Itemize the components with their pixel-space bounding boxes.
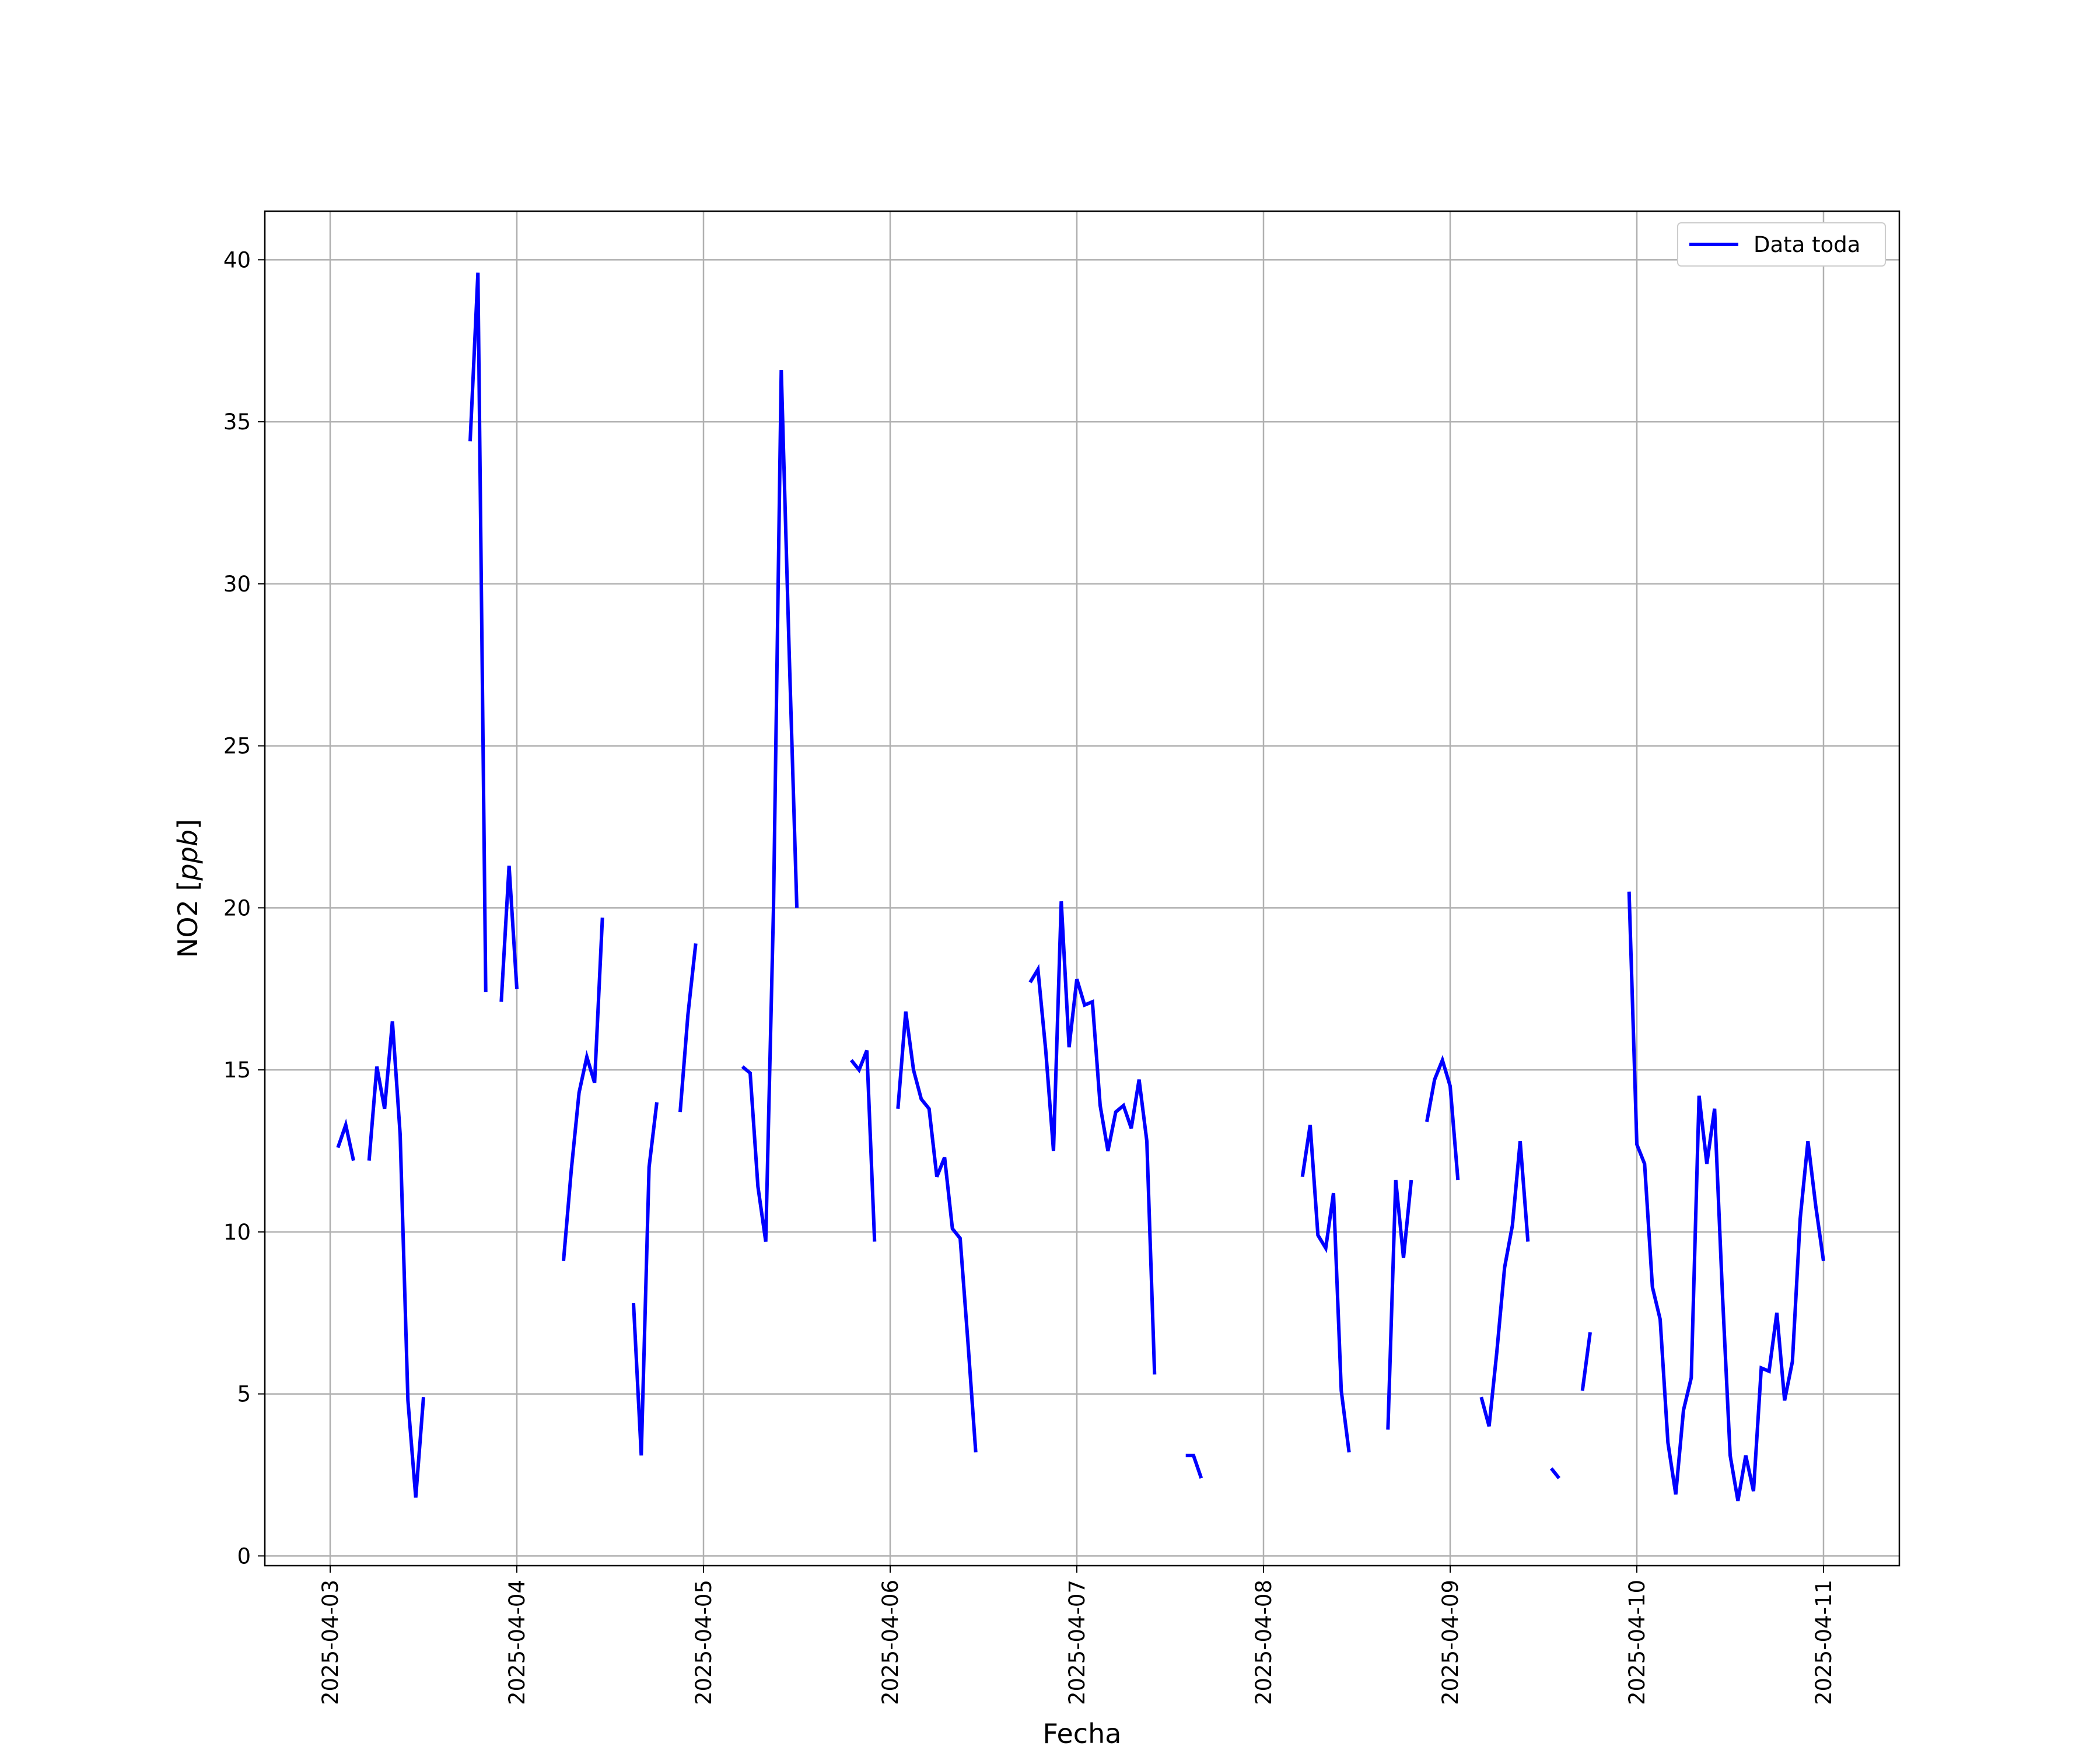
x-axis-title: Fecha [1043,1718,1122,1749]
y-tick-label: 10 [223,1220,251,1245]
y-axis-title-text: NO2 [ [172,881,204,958]
y-tick-label: 35 [223,410,251,435]
grid-lines [265,211,1899,1566]
y-axis-title: NO2 [ppb] [172,819,204,958]
x-tick-label: 2025-04-07 [1065,1580,1090,1705]
series-line-segment [896,1011,978,1452]
x-tick-label: 2025-04-04 [505,1580,530,1705]
y-tick-label: 30 [223,572,251,597]
x-tick-label: 2025-04-05 [691,1580,716,1705]
legend-label-data-toda: Data toda [1754,232,1860,257]
y-tick-label: 25 [223,734,251,759]
x-tick-label: 2025-04-06 [878,1580,903,1705]
y-tick-label: 0 [237,1544,251,1569]
y-tick-label: 15 [223,1058,251,1083]
y-axis-title-unit: ppb [172,830,204,881]
series-line-segment [1386,1180,1413,1430]
series-line-segment [336,1118,355,1161]
x-tick-label: 2025-04-10 [1625,1580,1650,1705]
legend: Data toda [1677,222,1886,267]
series-line-segment [562,917,604,1262]
series-line-segment [1549,1467,1561,1479]
x-tick-label: 2025-04-09 [1438,1580,1463,1705]
series-line-segment [1425,1055,1460,1181]
plot-area [264,210,1901,1567]
series-line-segment [1479,1141,1530,1427]
y-tick-label: 40 [223,247,251,272]
x-tick-label: 2025-04-11 [1811,1580,1836,1705]
x-tick-label: 2025-04-08 [1251,1580,1276,1705]
series-line-segment [1300,1125,1351,1452]
series-line-segment [678,943,698,1112]
series-line-segment [1627,891,1825,1502]
y-tick-label: 5 [237,1382,251,1407]
x-tick-label: 2025-04-03 [318,1580,343,1705]
y-axis-title-close: ] [172,819,204,830]
series-line-segment [1580,1332,1592,1391]
series-line-segment [367,1021,425,1498]
series-line-segment [741,370,799,1242]
series-line-segment [1028,901,1157,1375]
axis-ticks: 0 5 10 15 20 25 30 35 40 2025-04-03 2025-04-04 2025… [223,247,1836,1705]
series-line-segment [849,1049,877,1242]
legend-box [1677,222,1886,267]
series-line-segment [1185,1454,1203,1479]
series-data-toda [336,272,1825,1502]
series-line-segment [632,1102,659,1456]
series-line-segment [499,865,519,1002]
y-tick-label: 20 [223,895,251,921]
series-line-segment [468,272,488,992]
